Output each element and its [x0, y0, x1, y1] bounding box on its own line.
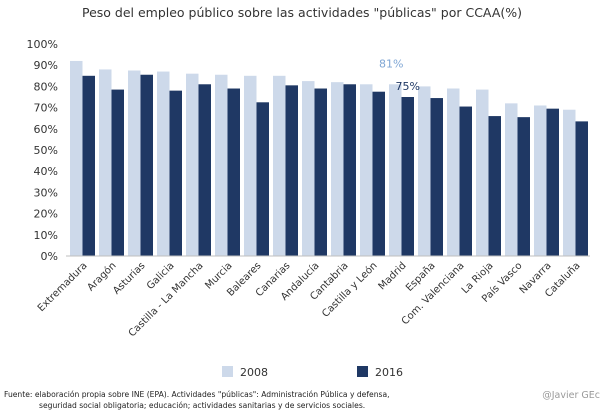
bar-2008	[360, 84, 373, 256]
bar-2016	[517, 117, 530, 256]
bar-2008	[389, 84, 402, 256]
chart-title: Peso del empleo público sobre las activi…	[82, 5, 522, 20]
bar-2008	[273, 75, 286, 256]
bar-2016	[488, 116, 501, 256]
bar-2008	[186, 73, 199, 257]
x-tick-label: Asturias	[111, 260, 147, 296]
footnote-line-2: seguridad social obligatoria; educación;…	[39, 401, 365, 410]
bar-2008	[505, 103, 518, 256]
bars	[70, 60, 588, 257]
y-tick-label: 50%	[34, 144, 58, 157]
bar-2008	[157, 71, 170, 256]
bar-2016	[111, 89, 124, 256]
bar-2016	[285, 85, 298, 256]
bar-2008	[128, 70, 141, 256]
bar-2016	[140, 74, 153, 257]
footnote-line-1: Fuente: elaboración propia sobre INE (EP…	[4, 390, 390, 399]
x-tick-label: Extremadura	[36, 260, 90, 314]
bar-2008	[418, 86, 431, 257]
bar-2016	[198, 84, 211, 256]
bar-2008	[331, 82, 344, 256]
bar-2016	[82, 75, 95, 256]
bar-2008	[563, 109, 576, 256]
bar-2016	[314, 88, 327, 257]
bar-2016	[343, 84, 356, 256]
y-tick-label: 90%	[34, 59, 58, 72]
legend-swatch-2016	[357, 366, 368, 377]
bar-2008	[534, 105, 547, 256]
x-axis: ExtremaduraAragónAsturiasGaliciaCastilla…	[36, 260, 583, 340]
bar-2008	[70, 60, 83, 257]
y-tick-label: 100%	[27, 38, 58, 51]
bar-2016	[372, 91, 385, 256]
y-tick-label: 10%	[34, 229, 58, 242]
author-credit: @Javier GEc	[542, 390, 600, 401]
y-tick-label: 20%	[34, 208, 58, 221]
legend-label-2016: 2016	[375, 366, 403, 379]
bar-2008	[215, 74, 228, 257]
bar-2016	[227, 88, 240, 257]
legend-swatch-2008	[222, 366, 233, 377]
bar-2016	[169, 90, 182, 256]
bar-2008	[244, 75, 257, 256]
bar-2016	[546, 108, 559, 256]
bar-2016	[575, 121, 588, 256]
annotations: 81% 75%	[379, 57, 420, 93]
bar-2008	[476, 89, 489, 256]
data-label-2008: 81%	[379, 57, 403, 70]
y-tick-label: 30%	[34, 186, 58, 199]
y-tick-label: 70%	[34, 102, 58, 115]
bar-2016	[256, 102, 269, 256]
y-tick-label: 80%	[34, 80, 58, 93]
legend-label-2008: 2008	[240, 366, 268, 379]
bar-2008	[302, 81, 315, 256]
legend: 2008 2016	[222, 366, 403, 379]
y-tick-label: 60%	[34, 123, 58, 136]
y-tick-label: 0%	[41, 250, 58, 263]
x-tick-label: Madrid	[377, 260, 409, 292]
bar-2008	[99, 69, 112, 256]
bar-2016	[459, 106, 472, 256]
y-axis: 0% 10% 20% 30% 40% 50% 60% 70% 80% 90% 100%	[27, 38, 58, 263]
bar-2016	[430, 98, 443, 256]
data-label-2016: 75%	[396, 80, 420, 93]
bar-2008	[447, 88, 460, 257]
bar-2016	[401, 97, 414, 256]
y-tick-label: 40%	[34, 165, 58, 178]
